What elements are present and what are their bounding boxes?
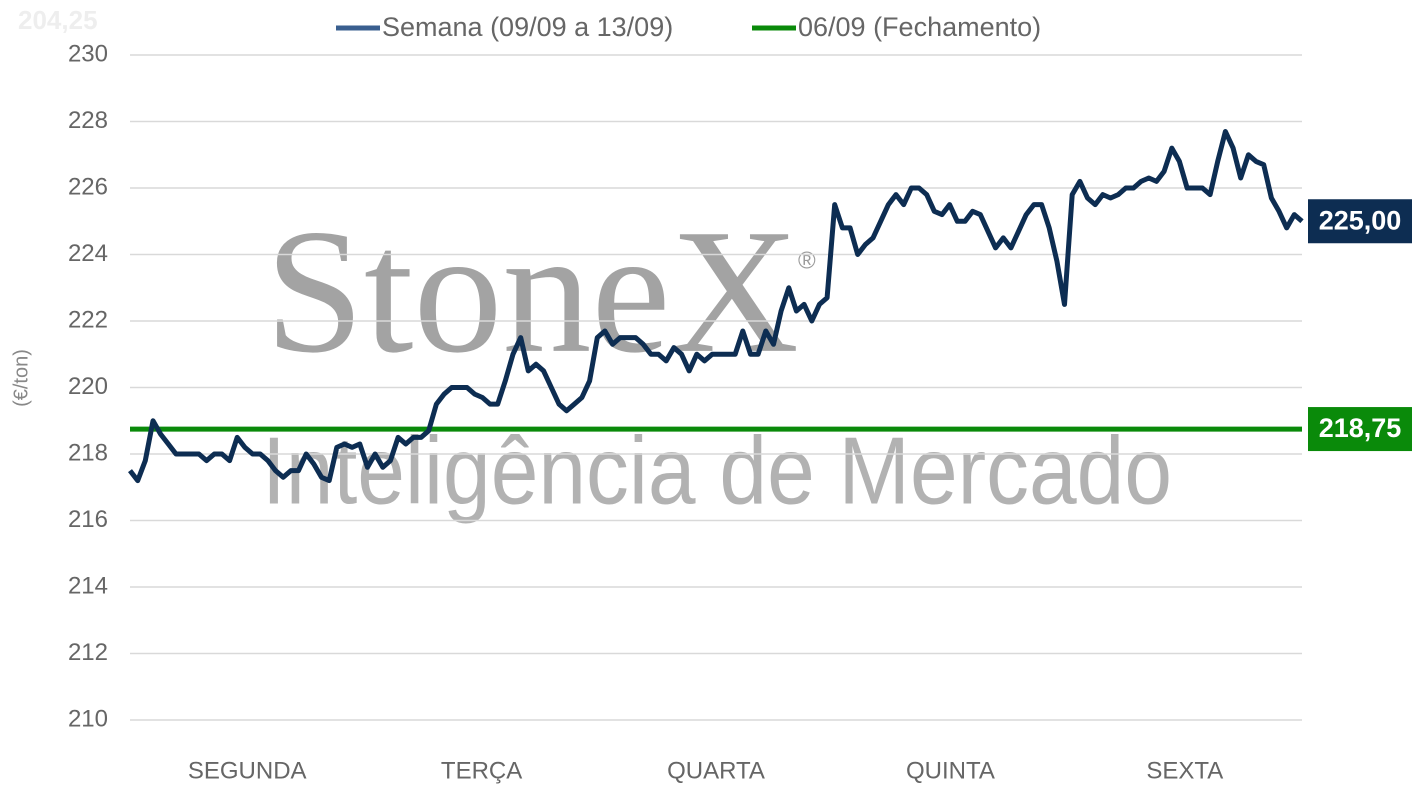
- x-tick-label: SEXTA: [1146, 757, 1223, 784]
- y-tick-label: 210: [68, 705, 108, 732]
- value-label: 218,75: [1319, 413, 1402, 443]
- y-tick-label: 216: [68, 506, 108, 533]
- y-tick-label: 226: [68, 173, 108, 200]
- value-label-box: [1308, 407, 1412, 452]
- y-tick-label: 212: [68, 639, 108, 666]
- y-tick-label: 214: [68, 572, 108, 599]
- value-label: 225,00: [1319, 205, 1402, 235]
- watermark-brand: StoneX: [265, 192, 799, 390]
- y-tick-label: 220: [68, 373, 108, 400]
- x-tick-label: QUINTA: [906, 757, 995, 784]
- y-tick-label: 224: [68, 240, 108, 267]
- annotation: 204,25: [18, 5, 98, 35]
- value-label-box: [1308, 199, 1412, 244]
- x-tick-label: SEGUNDA: [188, 757, 307, 784]
- y-axis-label: (€/ton): [10, 349, 32, 407]
- legend-label: 06/09 (Fechamento): [798, 12, 1041, 42]
- watermark-mark: ®: [798, 247, 816, 274]
- legend-label: Semana (09/09 a 13/09): [382, 12, 673, 42]
- y-tick-label: 228: [68, 107, 108, 134]
- watermark-tagline: Inteligência de Mercado: [262, 417, 1172, 524]
- x-tick-label: QUARTA: [667, 757, 765, 784]
- series-line: [128, 129, 1304, 484]
- y-tick-label: 218: [68, 439, 108, 466]
- y-tick-label: 222: [68, 306, 108, 333]
- y-tick-label: 230: [68, 40, 108, 67]
- x-tick-label: TERÇA: [441, 757, 522, 784]
